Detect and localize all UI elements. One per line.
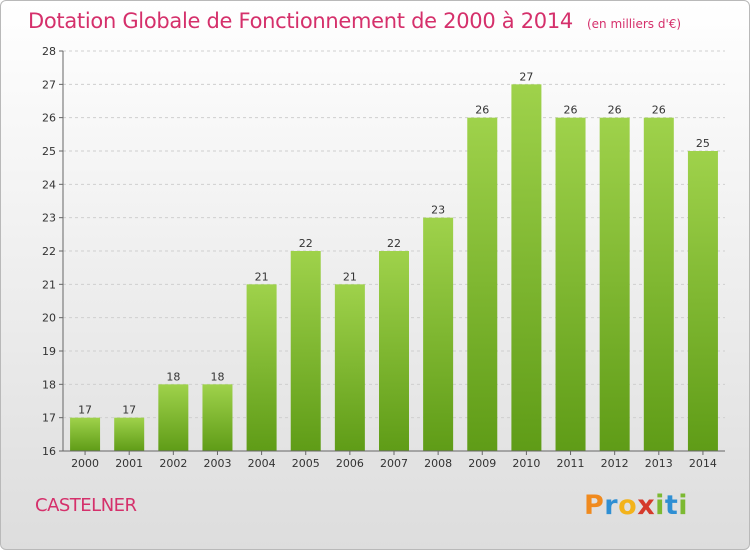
logo-letter: P: [584, 490, 605, 521]
bar-value-label: 27: [519, 70, 533, 83]
bar-value-label: 22: [387, 237, 401, 250]
logo-letter: x: [637, 490, 656, 521]
bar: [290, 251, 321, 451]
bar-value-label: 26: [564, 104, 578, 117]
axes: [59, 50, 725, 455]
bar-value-label: 26: [475, 104, 489, 117]
y-tick-label: 22: [42, 245, 56, 258]
bar: [379, 251, 409, 451]
bar: [114, 417, 145, 451]
y-tick-label: 17: [42, 412, 56, 425]
x-tick-label: 2011: [557, 457, 585, 470]
bar: [70, 417, 101, 451]
bar-value-label: 18: [166, 370, 180, 383]
bar: [246, 284, 277, 451]
y-tick-label: 24: [42, 178, 56, 191]
bar: [158, 384, 189, 451]
x-tick-label: 2008: [424, 457, 452, 470]
y-tick-label: 21: [42, 278, 56, 291]
x-tick-label: 2004: [248, 457, 276, 470]
y-tick-label: 25: [42, 145, 56, 158]
bar-value-label: 25: [696, 137, 710, 150]
logo-letter: t: [664, 490, 679, 521]
bar: [423, 217, 454, 451]
proxiti-logo: Proxiti: [584, 490, 688, 521]
y-tick-label: 20: [42, 312, 56, 325]
logo-letter: o: [618, 490, 638, 521]
y-tick-label: 23: [42, 212, 56, 225]
x-tick-label: 2014: [689, 457, 717, 470]
x-tick-label: 2010: [512, 457, 540, 470]
logo-letter: r: [604, 490, 619, 521]
y-tick-label: 27: [42, 78, 56, 91]
x-tick-label: 2005: [292, 457, 320, 470]
bar-value-label: 17: [122, 404, 136, 417]
x-tick-label: 2006: [336, 457, 364, 470]
x-tick-label: 2003: [203, 457, 231, 470]
bar: [599, 117, 630, 452]
x-tick-label: 2012: [601, 457, 629, 470]
x-tick-label: 2000: [71, 457, 99, 470]
bar-value-label: 18: [210, 370, 224, 383]
x-tick-label: 2009: [468, 457, 496, 470]
x-tick-label: 2007: [380, 457, 408, 470]
y-tick-label: 16: [42, 445, 56, 458]
logo-letter: i: [678, 490, 689, 521]
bar-value-label: 17: [78, 404, 92, 417]
bar-value-label: 26: [608, 104, 622, 117]
bar-value-label: 26: [652, 104, 666, 117]
y-tick-label: 19: [42, 345, 56, 358]
bar: [202, 384, 233, 451]
x-tick-label: 2001: [115, 457, 143, 470]
bar-value-label: 22: [299, 237, 313, 250]
chart-title-text: Dotation Globale de Fonctionnement de 20…: [28, 9, 573, 33]
bar: [555, 117, 586, 452]
bar: [511, 84, 542, 451]
commune-name: CASTELNER: [35, 495, 137, 516]
bars: [70, 84, 718, 452]
chart-unit: (en milliers d'€): [586, 17, 682, 31]
chart-title: Dotation Globale de Fonctionnement de 20…: [28, 9, 681, 33]
y-tick-label: 18: [42, 378, 56, 391]
bar-value-label: 23: [431, 204, 445, 217]
x-tick-label: 2002: [159, 457, 187, 470]
bar: [334, 284, 365, 451]
bar-value-label: 21: [343, 270, 357, 283]
logo-letter: i: [655, 490, 665, 521]
y-tick-label: 26: [42, 112, 56, 125]
x-tick-label: 2013: [645, 457, 673, 470]
bar: [687, 151, 718, 451]
bar: [467, 117, 498, 452]
bar-value-label: 21: [255, 270, 269, 283]
y-tick-label: 28: [42, 45, 56, 58]
labels: 16 17 18 19 20 21 22 23 24 25 26 27 28 17 2000 17 2001 18…: [42, 45, 717, 470]
bar: [643, 117, 674, 452]
